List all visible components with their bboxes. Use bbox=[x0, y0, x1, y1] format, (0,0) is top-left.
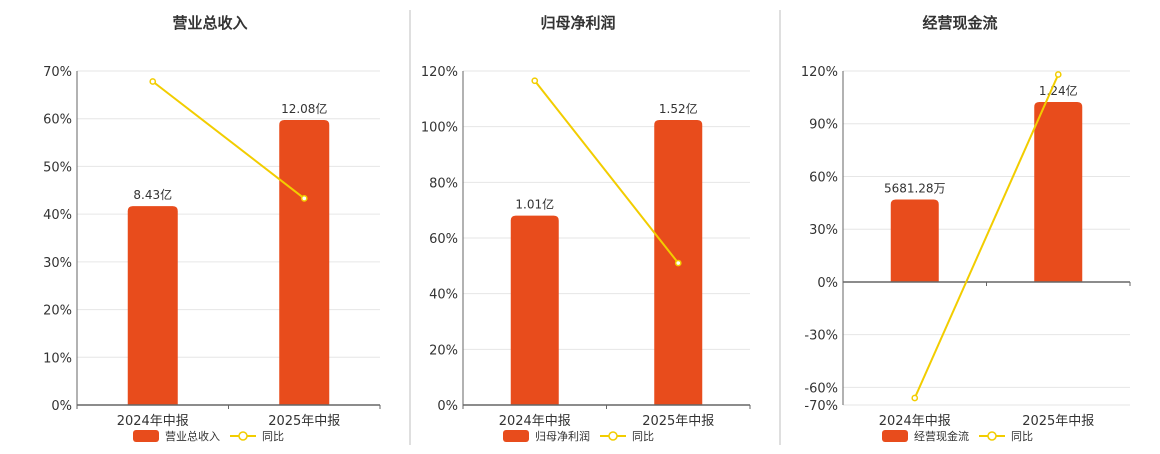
bar bbox=[890, 199, 939, 282]
y-tick-label: 0% bbox=[437, 399, 458, 414]
y-tick-label: 20% bbox=[429, 343, 458, 358]
x-tick-label: 2025年中报 bbox=[642, 414, 714, 429]
y-tick-label: 120% bbox=[801, 65, 838, 80]
bar-value-label: 1.01亿 bbox=[515, 197, 554, 212]
bar bbox=[127, 206, 178, 405]
y-tick-label: 0% bbox=[817, 276, 838, 291]
chart-title: 归母净利润 bbox=[540, 14, 615, 32]
yoy-line bbox=[152, 80, 305, 200]
bar bbox=[279, 120, 330, 405]
bar-value-label: 1.52亿 bbox=[659, 101, 698, 116]
x-tick-label: 2024年中报 bbox=[879, 414, 951, 429]
y-tick-label: 40% bbox=[429, 288, 458, 303]
bar bbox=[1034, 101, 1083, 282]
bar-value-label: 1.24亿 bbox=[1039, 83, 1078, 98]
yoy-line bbox=[913, 74, 1060, 399]
yoy-point bbox=[531, 77, 539, 85]
legend-bar-label: 营业总收入 bbox=[165, 429, 220, 443]
y-tick-label: 30% bbox=[43, 256, 72, 271]
x-tick-label: 2024年中报 bbox=[117, 414, 189, 429]
y-tick-label: 70% bbox=[43, 65, 72, 80]
yoy-line bbox=[533, 80, 680, 264]
legend-line-marker bbox=[238, 431, 248, 441]
chart-title: 营业总收入 bbox=[172, 14, 247, 32]
legend-line-label: 同比 bbox=[632, 430, 654, 443]
x-tick-label: 2024年中报 bbox=[499, 414, 571, 429]
y-tick-label: -70% bbox=[804, 399, 838, 414]
bar bbox=[510, 215, 559, 405]
legend-line-marker bbox=[987, 431, 997, 441]
yoy-point bbox=[1054, 71, 1062, 78]
bar-value-label: 8.43亿 bbox=[133, 187, 172, 202]
chart-title: 经营现金流 bbox=[922, 14, 997, 32]
y-tick-label: 80% bbox=[429, 176, 458, 191]
x-tick-label: 2025年中报 bbox=[268, 414, 340, 429]
legend-line-marker bbox=[608, 431, 618, 441]
yoy-point bbox=[674, 259, 682, 267]
yoy-point bbox=[149, 78, 157, 85]
legend-bar-label: 归母净利润 bbox=[535, 429, 590, 443]
legend-bar-swatch bbox=[882, 430, 908, 442]
bar-value-label: 12.08亿 bbox=[281, 101, 327, 116]
y-tick-label: 20% bbox=[43, 304, 72, 319]
yoy-point bbox=[300, 195, 308, 202]
y-tick-label: 30% bbox=[809, 223, 838, 238]
legend-line-label: 同比 bbox=[1011, 430, 1033, 443]
y-tick-label: 100% bbox=[421, 121, 458, 136]
yoy-point bbox=[911, 394, 919, 402]
y-tick-label: 10% bbox=[43, 351, 72, 366]
bar-value-label: 5681.28万 bbox=[884, 181, 946, 195]
y-tick-label: 90% bbox=[809, 118, 838, 133]
y-tick-label: 60% bbox=[429, 232, 458, 247]
legend-bar-swatch bbox=[133, 430, 159, 442]
y-tick-label: -30% bbox=[804, 329, 838, 344]
y-tick-label: -60% bbox=[804, 381, 838, 396]
y-tick-label: 60% bbox=[43, 113, 72, 128]
y-tick-label: 40% bbox=[43, 208, 72, 223]
legend-bar-label: 经营现金流 bbox=[914, 429, 969, 443]
y-tick-label: 0% bbox=[51, 399, 72, 414]
y-tick-label: 60% bbox=[809, 170, 838, 185]
y-tick-label: 120% bbox=[421, 65, 458, 80]
legend-bar-swatch bbox=[503, 430, 529, 442]
legend-line-label: 同比 bbox=[262, 430, 284, 443]
x-tick-label: 2025年中报 bbox=[1022, 414, 1094, 429]
y-tick-label: 50% bbox=[43, 160, 72, 175]
